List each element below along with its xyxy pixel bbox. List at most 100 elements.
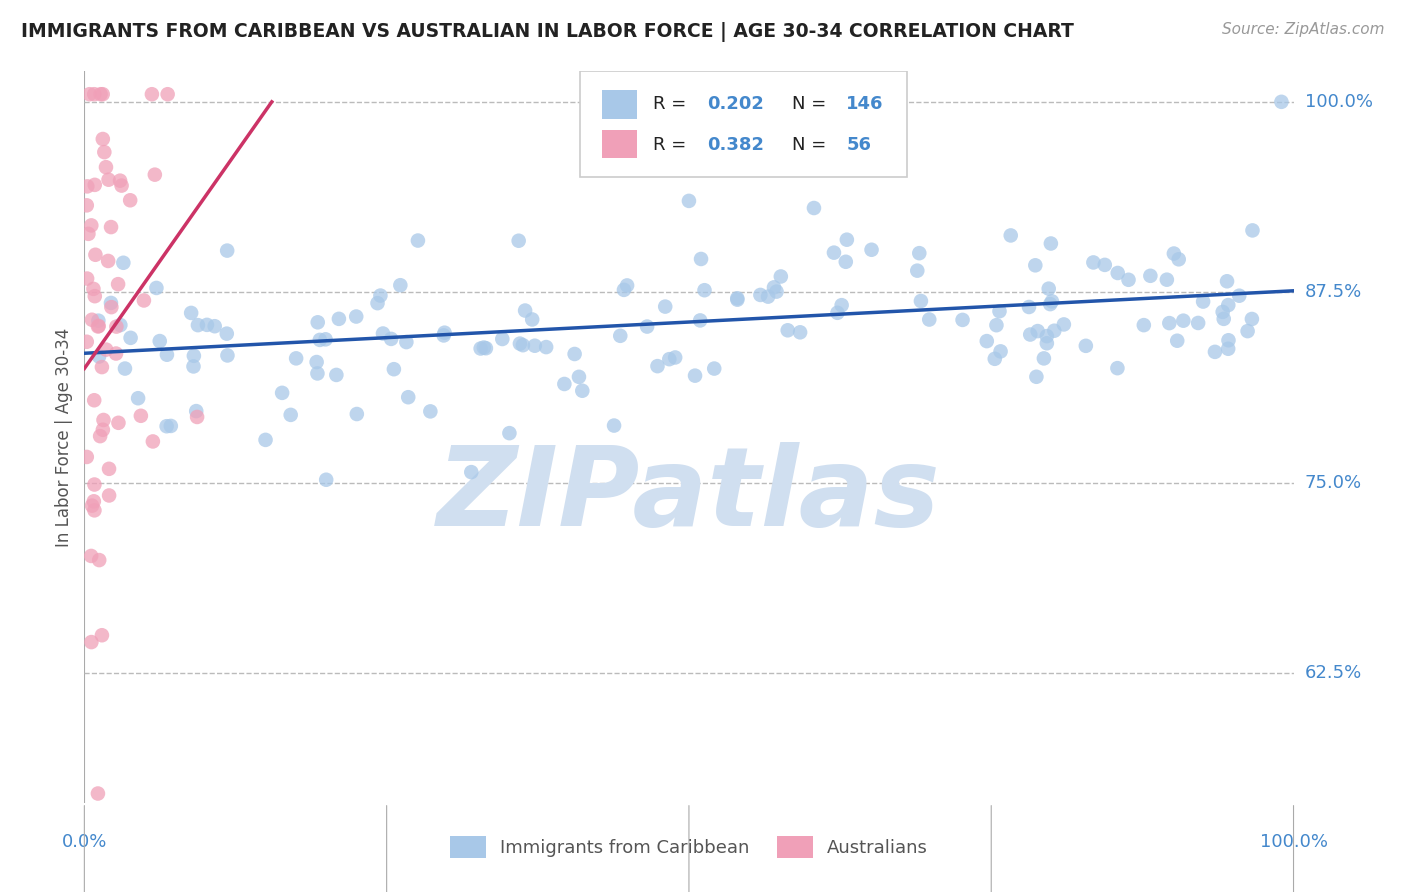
Point xyxy=(498,426,520,441)
Point xyxy=(508,234,530,248)
Point xyxy=(90,360,112,375)
Point xyxy=(1212,311,1234,326)
Point xyxy=(1040,294,1063,309)
Point xyxy=(183,359,205,374)
Point xyxy=(204,319,226,334)
Point xyxy=(107,416,129,430)
Point xyxy=(1159,316,1181,330)
Point xyxy=(97,172,120,186)
Point xyxy=(77,227,100,241)
Point xyxy=(145,281,167,295)
Point xyxy=(141,87,163,102)
Point xyxy=(831,298,853,312)
Point xyxy=(100,300,122,314)
Point xyxy=(658,352,681,367)
Point xyxy=(860,243,883,257)
Point xyxy=(1118,273,1140,287)
Point xyxy=(988,304,1011,318)
Point xyxy=(690,252,713,266)
Legend: Immigrants from Caribbean, Australians: Immigrants from Caribbean, Australians xyxy=(443,829,935,865)
Point xyxy=(509,336,531,351)
Point xyxy=(683,368,706,383)
Point xyxy=(183,349,205,363)
Point xyxy=(93,413,115,427)
Point xyxy=(100,296,122,310)
Point xyxy=(382,362,405,376)
Point xyxy=(613,283,636,297)
Point xyxy=(1032,351,1054,366)
Point xyxy=(149,334,172,348)
Point xyxy=(823,245,845,260)
Point xyxy=(568,369,591,384)
Point xyxy=(553,376,575,391)
Point xyxy=(918,312,941,326)
Point xyxy=(217,244,239,258)
Point xyxy=(1025,369,1047,384)
Point xyxy=(83,503,105,517)
Text: ZIPatlas: ZIPatlas xyxy=(437,442,941,549)
Point xyxy=(522,312,544,326)
Point xyxy=(756,290,779,304)
Point xyxy=(380,332,402,346)
Point xyxy=(1216,274,1239,288)
Point xyxy=(654,300,676,314)
Text: 146: 146 xyxy=(846,95,883,113)
Text: 87.5%: 87.5% xyxy=(1305,284,1362,301)
Point xyxy=(180,306,202,320)
Point xyxy=(1043,324,1066,338)
Point xyxy=(1036,329,1059,343)
Point xyxy=(217,348,239,362)
Point xyxy=(1227,289,1250,303)
Point xyxy=(110,178,132,193)
Text: R =: R = xyxy=(652,136,692,153)
Point xyxy=(371,326,394,341)
Point xyxy=(472,341,495,355)
Point xyxy=(108,174,131,188)
Text: R =: R = xyxy=(652,95,692,113)
Point xyxy=(80,312,103,326)
Point xyxy=(789,326,811,340)
Point xyxy=(79,87,101,102)
Point xyxy=(1241,223,1264,237)
Point xyxy=(215,326,238,341)
Point xyxy=(1218,298,1240,312)
Point xyxy=(1107,266,1129,280)
Point xyxy=(186,409,208,424)
Point xyxy=(512,338,534,352)
Point xyxy=(307,367,329,381)
Point xyxy=(564,347,586,361)
Point xyxy=(307,315,329,329)
Point xyxy=(1139,268,1161,283)
Point xyxy=(83,87,105,102)
Point xyxy=(305,355,328,369)
Point xyxy=(976,334,998,348)
Point xyxy=(186,404,208,418)
Point xyxy=(105,319,128,334)
Text: N =: N = xyxy=(792,136,832,153)
Point xyxy=(129,409,152,423)
Point xyxy=(83,477,105,491)
Point xyxy=(765,285,787,299)
Point xyxy=(603,418,626,433)
Point xyxy=(87,319,110,334)
Point xyxy=(156,419,179,434)
Point xyxy=(475,341,498,355)
Point xyxy=(1163,246,1185,260)
Point xyxy=(1187,316,1209,330)
Point xyxy=(1107,361,1129,376)
Point xyxy=(470,342,492,356)
Point xyxy=(87,313,110,327)
Point xyxy=(1083,255,1105,269)
Point xyxy=(105,346,128,360)
Point xyxy=(100,220,122,235)
Point xyxy=(76,179,98,194)
Point xyxy=(1036,336,1059,351)
Point xyxy=(460,465,482,479)
Point xyxy=(142,434,165,449)
Point xyxy=(87,318,110,333)
Point xyxy=(1192,294,1215,309)
Point xyxy=(83,393,105,408)
Point xyxy=(523,339,546,353)
Point xyxy=(664,351,686,365)
Point xyxy=(749,288,772,302)
